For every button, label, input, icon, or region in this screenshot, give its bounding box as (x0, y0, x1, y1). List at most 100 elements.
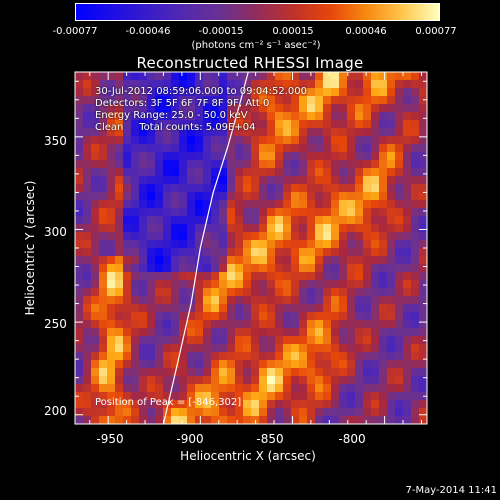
heatmap-cell (91, 152, 100, 161)
heatmap-cell (387, 416, 396, 425)
heatmap-cell (371, 224, 380, 233)
heatmap-cell (99, 320, 108, 329)
heatmap-cell (83, 128, 92, 137)
heatmap-cell (187, 192, 196, 201)
heatmap-cell (75, 208, 84, 217)
heatmap-cell (363, 368, 372, 377)
heatmap-cell (291, 336, 300, 345)
heatmap-cell (99, 160, 108, 169)
heatmap-cell (323, 368, 332, 377)
heatmap-cell (283, 72, 292, 81)
heatmap-cell (395, 304, 404, 313)
heatmap-cell (187, 320, 196, 329)
heatmap-cell (347, 208, 356, 217)
heatmap-cell (387, 256, 396, 265)
heatmap-cell (75, 264, 84, 273)
heatmap-cell (363, 256, 372, 265)
heatmap-cell (107, 360, 116, 369)
heatmap-cell (139, 288, 148, 297)
heatmap-cell (75, 176, 84, 185)
heatmap-cell (243, 200, 252, 209)
heatmap-cell (379, 136, 388, 145)
x-tick-label: -900 (176, 432, 204, 446)
heatmap-cell (179, 112, 188, 121)
heatmap-cell (139, 144, 148, 153)
heatmap-cell (331, 280, 340, 289)
heatmap-cell (379, 160, 388, 169)
heatmap-cell (243, 416, 252, 425)
heatmap-cell (411, 296, 420, 305)
heatmap-cell (371, 320, 380, 329)
heatmap-cell (139, 168, 148, 177)
heatmap-cell (219, 128, 228, 137)
heatmap-cell (75, 256, 84, 265)
heatmap-cell (163, 344, 172, 353)
heatmap-cell (299, 368, 308, 377)
heatmap-cell (259, 408, 268, 417)
heatmap-cell (107, 112, 116, 121)
heatmap-cell (139, 320, 148, 329)
heatmap-cell (107, 80, 116, 89)
colorbar-tick: 0.00046 (345, 26, 387, 37)
heatmap-cell (75, 288, 84, 297)
heatmap-cell (355, 104, 364, 113)
heatmap-cell (307, 192, 316, 201)
heatmap-cell (75, 328, 84, 337)
heatmap-cell (371, 296, 380, 305)
heatmap-cell (291, 208, 300, 217)
heatmap-cell (139, 344, 148, 353)
heatmap-cell (91, 192, 100, 201)
heatmap-cell (155, 368, 164, 377)
heatmap-cell (347, 136, 356, 145)
heatmap-cell (83, 272, 92, 281)
heatmap-cell (259, 168, 268, 177)
heatmap-cell (363, 200, 372, 209)
heatmap-cell (283, 336, 292, 345)
heatmap-cell (291, 376, 300, 385)
heatmap-cell (91, 144, 100, 153)
heatmap-cell (379, 128, 388, 137)
heatmap-cell (251, 344, 260, 353)
heatmap-cell (259, 200, 268, 209)
heatmap-cell (307, 312, 316, 321)
heatmap-cell (235, 272, 244, 281)
heatmap-cell (179, 344, 188, 353)
heatmap-cell (155, 360, 164, 369)
heatmap-cell (291, 200, 300, 209)
heatmap-cell (291, 416, 300, 425)
heatmap-cell (331, 232, 340, 241)
heatmap-cell (203, 184, 212, 193)
heatmap-cell (131, 336, 140, 345)
heatmap-cell (307, 384, 316, 393)
heatmap-cell (411, 72, 420, 81)
heatmap-cell (251, 408, 260, 417)
heatmap-cell (227, 352, 236, 361)
heatmap-cell (123, 272, 132, 281)
heatmap-cell (323, 248, 332, 257)
heatmap-cell (83, 216, 92, 225)
heatmap-cell (419, 208, 428, 217)
heatmap-cell (131, 120, 140, 129)
heatmap-cell (107, 400, 116, 409)
heatmap-cell (179, 160, 188, 169)
heatmap-cell (379, 264, 388, 273)
heatmap-cell (379, 144, 388, 153)
heatmap-cell (99, 328, 108, 337)
heatmap-cell (251, 104, 260, 113)
heatmap-cell (179, 376, 188, 385)
heatmap-cell (307, 280, 316, 289)
heatmap-cell (83, 336, 92, 345)
heatmap-cell (379, 120, 388, 129)
heatmap-cell (275, 400, 284, 409)
heatmap-cell (227, 280, 236, 289)
heatmap-cell (323, 336, 332, 345)
heatmap-cell (403, 312, 412, 321)
heatmap-cell (147, 128, 156, 137)
heatmap-cell (243, 344, 252, 353)
heatmap-cell (187, 184, 196, 193)
heatmap-cell (179, 312, 188, 321)
heatmap-cell (347, 376, 356, 385)
heatmap-cell (83, 280, 92, 289)
heatmap-cell (403, 264, 412, 273)
heatmap-cell (371, 216, 380, 225)
